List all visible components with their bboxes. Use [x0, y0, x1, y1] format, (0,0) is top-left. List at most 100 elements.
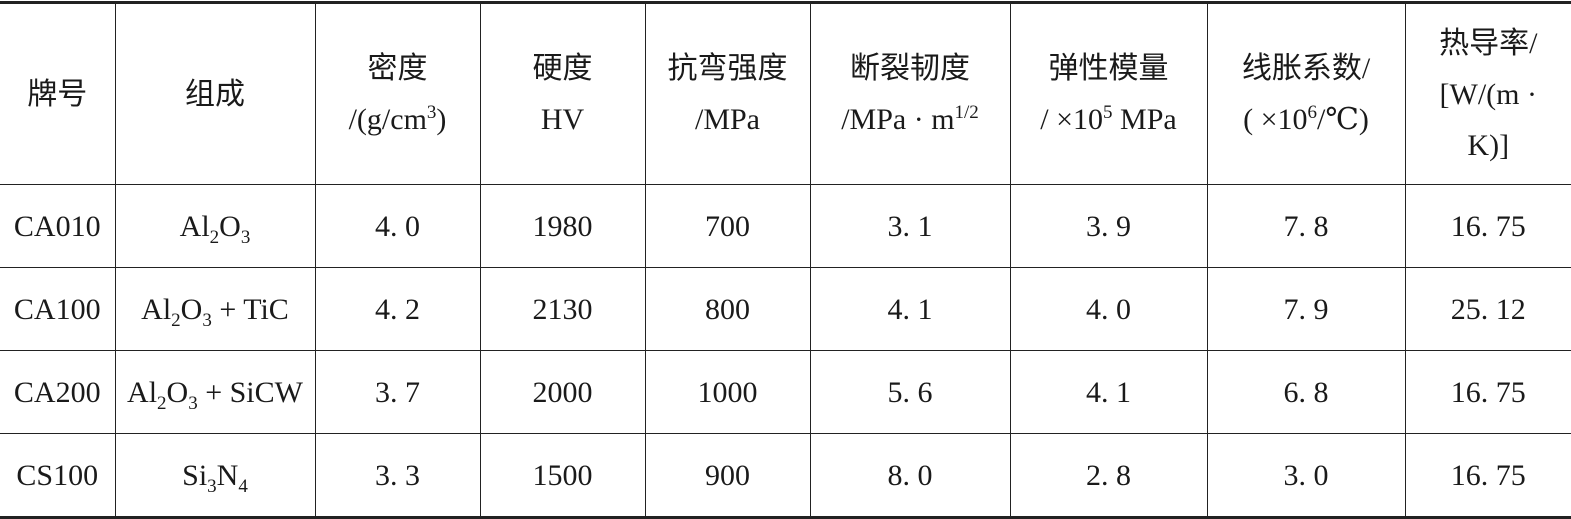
subscript: 2: [171, 310, 181, 331]
text-run: / ×10: [1040, 103, 1103, 136]
text-run: 牌号: [27, 78, 87, 111]
header-cell: 断裂韧度/MPa · m1/2: [810, 3, 1010, 185]
text-run: Al: [180, 210, 210, 243]
table-cell: 7. 8: [1207, 185, 1405, 268]
text-run: /℃): [1317, 103, 1369, 136]
text-run: 抗弯强度: [668, 52, 788, 85]
table-cell: 1980: [480, 185, 645, 268]
subscript: 2: [157, 393, 167, 414]
header-line: 断裂韧度: [811, 43, 1010, 94]
table-cell: CS100: [0, 434, 115, 518]
superscript: 5: [1103, 102, 1113, 123]
text-run: ): [436, 103, 446, 136]
table-cell: 800: [645, 268, 810, 351]
header-line: /MPa · m1/2: [811, 94, 1010, 145]
table-cell: CA200: [0, 351, 115, 434]
table-cell: Al2O3 + SiCW: [115, 351, 315, 434]
text-run: HV: [541, 103, 584, 136]
table-cell: 7. 9: [1207, 268, 1405, 351]
table-cell: 5. 6: [810, 351, 1010, 434]
header-line: 线胀系数/: [1208, 43, 1405, 94]
header-line: 牌号: [0, 69, 115, 120]
table-cell: 16. 75: [1405, 185, 1571, 268]
table-cell: 1500: [480, 434, 645, 518]
table-cell: Al2O3 + TiC: [115, 268, 315, 351]
text-run: K)]: [1467, 129, 1509, 162]
header-line: / ×105 MPa: [1011, 94, 1207, 145]
table-cell: 8. 0: [810, 434, 1010, 518]
text-run: /(g/cm: [349, 103, 427, 136]
text-run: 弹性模量: [1049, 52, 1169, 85]
subscript: 3: [188, 393, 198, 414]
header-line: 密度: [316, 43, 480, 94]
header-line: /(g/cm3): [316, 94, 480, 145]
text-run: O: [181, 293, 203, 326]
table-cell: 25. 12: [1405, 268, 1571, 351]
text-run: Al: [127, 376, 157, 409]
superscript: 6: [1308, 102, 1318, 123]
table-cell: 16. 75: [1405, 351, 1571, 434]
text-run: O: [219, 210, 241, 243]
header-line: HV: [481, 94, 645, 145]
table-cell: 3. 3: [315, 434, 480, 518]
table-cell: 2. 8: [1010, 434, 1207, 518]
table-cell: 4. 1: [810, 268, 1010, 351]
table-cell: CA010: [0, 185, 115, 268]
header-line: 弹性模量: [1011, 43, 1207, 94]
superscript: 1/2: [955, 102, 979, 123]
header-cell: 弹性模量 / ×105 MPa: [1010, 3, 1207, 185]
table-cell: 2000: [480, 351, 645, 434]
table-cell: 3. 1: [810, 185, 1010, 268]
subscript: 2: [210, 227, 220, 248]
table-cell: 700: [645, 185, 810, 268]
text-run: O: [167, 376, 189, 409]
table-cell: 4. 0: [1010, 268, 1207, 351]
header-line: 抗弯强度: [646, 43, 810, 94]
subscript: 4: [238, 476, 248, 497]
subscript: 3: [202, 310, 212, 331]
text-run: [W/(m ·: [1440, 78, 1537, 111]
table-cell: 16. 75: [1405, 434, 1571, 518]
text-run: /MPa · m: [841, 103, 954, 136]
table-cell: 4. 2: [315, 268, 480, 351]
text-run: /MPa: [695, 103, 760, 136]
header-line: K)]: [1406, 120, 1571, 171]
table-cell: 1000: [645, 351, 810, 434]
text-run: 热导率/: [1439, 27, 1537, 60]
subscript: 3: [241, 227, 251, 248]
header-line: ( ×106/℃): [1208, 94, 1405, 145]
table-cell: 3. 7: [315, 351, 480, 434]
text-run: 硬度: [533, 52, 593, 85]
text-run: + SiCW: [198, 376, 303, 409]
text-run: + TiC: [212, 293, 289, 326]
header-cell: 硬度 HV: [480, 3, 645, 185]
header-cell: 牌号: [0, 3, 115, 185]
text-run: 密度: [368, 52, 428, 85]
table-cell: 3. 9: [1010, 185, 1207, 268]
table-cell: 4. 0: [315, 185, 480, 268]
text-run: 断裂韧度: [850, 52, 970, 85]
table-cell: 6. 8: [1207, 351, 1405, 434]
text-run: 组成: [185, 78, 245, 111]
superscript: 3: [427, 102, 437, 123]
text-run: 线胀系数/: [1242, 52, 1370, 85]
text-run: Si: [182, 459, 207, 492]
table-cell: Al2O3: [115, 185, 315, 268]
header-line: [W/(m ·: [1406, 69, 1571, 120]
header-cell: 组成: [115, 3, 315, 185]
text-run: Al: [141, 293, 171, 326]
text-run: MPa: [1113, 103, 1177, 136]
table-cell: 4. 1: [1010, 351, 1207, 434]
text-run: ( ×10: [1243, 103, 1307, 136]
header-cell: 抗弯强度/MPa: [645, 3, 810, 185]
header-line: 组成: [116, 69, 315, 120]
table-cell: CA100: [0, 268, 115, 351]
